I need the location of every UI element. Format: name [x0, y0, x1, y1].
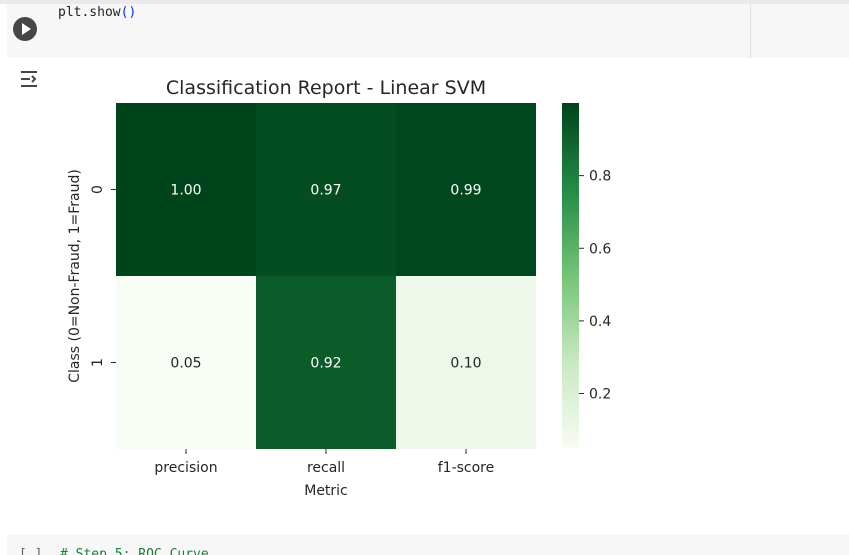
heatmap-annotations: 1.00 0.97 0.99 0.05 0.92 0.10	[170, 183, 481, 372]
cell-value-label: 0.92	[310, 356, 341, 372]
colorbar-tick-label: 0.4	[589, 314, 611, 330]
cell-value-label: 1.00	[170, 183, 201, 199]
run-cell-button[interactable]	[13, 17, 37, 41]
cell-value-label: 0.97	[310, 183, 341, 199]
heatmap-cells	[116, 103, 536, 449]
x-tick-label: f1-score	[438, 460, 495, 476]
x-axis-label: Metric	[304, 483, 348, 499]
cell-value-label: 0.99	[450, 183, 481, 199]
code-cell-divider	[750, 4, 751, 58]
x-tick-label: recall	[307, 460, 345, 476]
x-tick-label: precision	[154, 460, 217, 476]
y-tick-label: 1	[90, 358, 106, 367]
heatmap-cell	[116, 103, 256, 276]
colorbar-tick-label: 0.2	[589, 387, 611, 403]
x-tick-labels: precision recall f1-score	[154, 449, 494, 476]
y-tick-labels: 01	[90, 185, 116, 367]
code-function: plt.show	[58, 5, 121, 20]
heatmap-cell	[256, 103, 396, 276]
cell-value-label: 0.10	[450, 356, 481, 372]
next-cell-code: # Step 5: ROC Curve	[60, 547, 209, 555]
heatmap-cell	[256, 276, 396, 449]
next-code-cell[interactable]: [ ] # Step 5: ROC Curve	[7, 534, 849, 555]
code-parens: ()	[120, 5, 137, 20]
heatmap-chart: Classification Report - Linear SVM Class…	[67, 77, 611, 499]
code-cell[interactable]	[7, 4, 849, 58]
heatmap-cell	[116, 276, 256, 449]
colorbar-tick-label: 0.8	[589, 169, 611, 185]
heatmap-cell	[396, 276, 536, 449]
y-axis-label: Class (0=Non-Fraud, 1=Fraud)	[67, 169, 83, 383]
heatmap-cell	[396, 103, 536, 276]
y-tick-label: 0	[90, 185, 106, 194]
colorbar-ticks: 0.8 0.6 0.4 0.2	[579, 169, 611, 403]
code-line[interactable]: plt.show()	[58, 5, 136, 20]
cell-run-bracket[interactable]: [ ]	[19, 547, 43, 555]
colorbar	[562, 103, 579, 448]
top-border	[0, 0, 849, 4]
chart-title: Classification Report - Linear SVM	[166, 77, 486, 99]
cell-value-label: 0.05	[170, 356, 201, 372]
output-toggle-icon[interactable]	[17, 67, 41, 91]
colorbar-tick-label: 0.6	[589, 241, 611, 257]
